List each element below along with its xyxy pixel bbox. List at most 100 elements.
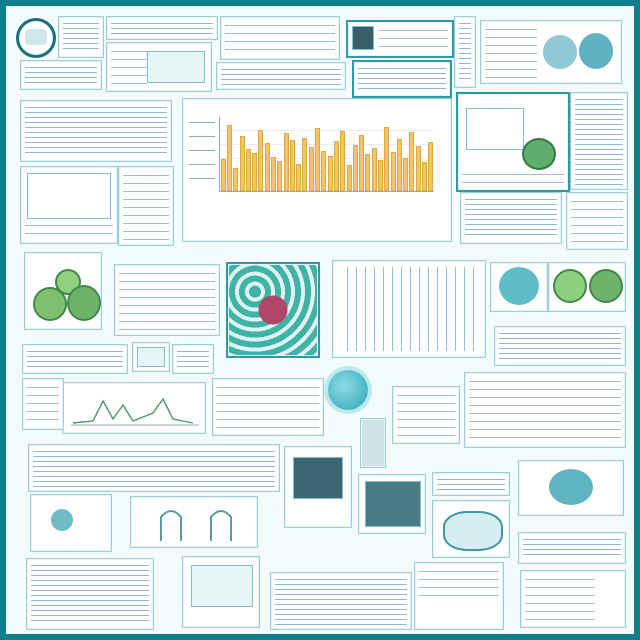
chart-bar: [233, 167, 239, 191]
image-panel-8: [358, 474, 426, 534]
chart-bar: [271, 157, 276, 191]
chart-bar: [327, 156, 333, 191]
chart-bar: [296, 163, 302, 191]
chart-bar: [277, 161, 283, 191]
text-panel-3: [352, 60, 452, 98]
text-panel-right-3: [566, 192, 628, 250]
text-panel-right-2: [460, 192, 562, 244]
y-axis-ticks: [189, 117, 215, 191]
text-panel-6: [212, 378, 324, 436]
dark-thumb: [365, 481, 421, 527]
screenshot-thumb: [466, 108, 524, 150]
image-panel-7: [284, 446, 352, 528]
image-panel-5: [132, 342, 170, 372]
image-panel-6: [360, 418, 386, 468]
circle-icon: [543, 35, 577, 69]
image-panel-right-1: [456, 92, 570, 192]
chart-bar: [308, 146, 314, 191]
text-panel-2: [216, 62, 346, 90]
screenshot-thumb: [352, 26, 374, 50]
line-chart-thumb: [71, 397, 199, 426]
image-panel-1: [106, 42, 212, 92]
chart-bars: [220, 117, 434, 191]
text-panel-right-5: [464, 372, 626, 448]
image-panel-10: [30, 494, 112, 552]
chart-bar: [258, 129, 264, 191]
image-panel-right-3: [548, 262, 626, 312]
thumb: [137, 347, 165, 367]
image-panel-11: [130, 496, 258, 548]
bar-chart-panel: [182, 98, 452, 242]
chart-panel-left: [20, 166, 118, 244]
diagram-thumb: [147, 51, 205, 83]
image-panel-right-2: [490, 262, 548, 312]
text-panel-right-4: [494, 326, 626, 366]
sphere-icon: [51, 509, 73, 531]
text-panel-left-3: [118, 166, 174, 246]
chart-bar: [220, 159, 226, 191]
text-panel-right-6: [518, 532, 626, 564]
collage-frame: [6, 6, 634, 634]
screenshot-thumb: [191, 565, 253, 607]
chart-bar: [352, 144, 358, 191]
chart-bar: [321, 150, 327, 191]
chart-bar: [283, 132, 289, 191]
virus-icon: [328, 370, 368, 410]
screenshot-panel-top: [346, 20, 454, 58]
text-panel-left-1: [20, 60, 102, 90]
text-panel-left-2: [20, 100, 172, 162]
image-panel-green-blobs: [24, 252, 102, 330]
chart-bar: [346, 164, 352, 191]
chart-bar: [403, 158, 409, 191]
green-blob: [67, 285, 101, 321]
text-panel-left-5: [22, 378, 64, 430]
text-panel-top-2: [106, 16, 218, 40]
leaf-icon: [522, 138, 556, 170]
chart-bar: [226, 125, 232, 191]
line-chart-panel: [62, 382, 206, 434]
image-panel-12: [432, 500, 510, 558]
circle-icon: [579, 33, 613, 69]
text-panel-top-4: [454, 16, 476, 88]
chart-bar: [245, 148, 251, 191]
logo-badge: [16, 18, 56, 58]
x-axis-labels: [219, 195, 433, 235]
line-thumb: [27, 173, 111, 219]
image-panel-bottom-1: [182, 556, 260, 628]
chart-bar: [384, 126, 390, 191]
chart-bar: [371, 147, 377, 191]
chart-bar: [396, 139, 402, 191]
text-panel-wide: [28, 444, 280, 492]
chart-bar: [264, 143, 270, 191]
chart-bar: [239, 136, 245, 191]
text-panel-right-1: [570, 92, 628, 190]
text-panel-bottom-2: [270, 572, 412, 630]
chart-bar: [378, 160, 383, 191]
sphere-icon: [549, 469, 593, 505]
green-blob: [589, 269, 623, 303]
shell-icon: [443, 511, 503, 551]
text-panel-7: [392, 386, 460, 444]
dark-thumb: [293, 457, 343, 499]
chart-bar: [359, 134, 365, 191]
image-panel-bottom-3: [520, 570, 626, 628]
chart-bar: [302, 138, 308, 191]
chart-plot-area: [219, 117, 434, 192]
text-panel-bottom-1: [26, 558, 154, 630]
chart-bar: [409, 131, 415, 191]
chart-bar: [315, 127, 321, 191]
text-panel-top-1: [58, 16, 104, 58]
chart-bar: [340, 130, 346, 191]
text-panel-5: [172, 344, 214, 374]
green-blob: [55, 269, 81, 295]
chart-bar: [428, 142, 434, 191]
arch-diagram: [160, 510, 232, 541]
text-panel-top-3: [220, 16, 340, 60]
sphere-icon: [499, 267, 539, 305]
pattern-image-panel: [226, 262, 320, 358]
diagram-panel: [332, 260, 486, 358]
diagram-body: [339, 267, 479, 351]
text-panel-4: [114, 264, 220, 336]
image-panel-9: [518, 460, 624, 516]
text-panel-8: [432, 472, 510, 496]
